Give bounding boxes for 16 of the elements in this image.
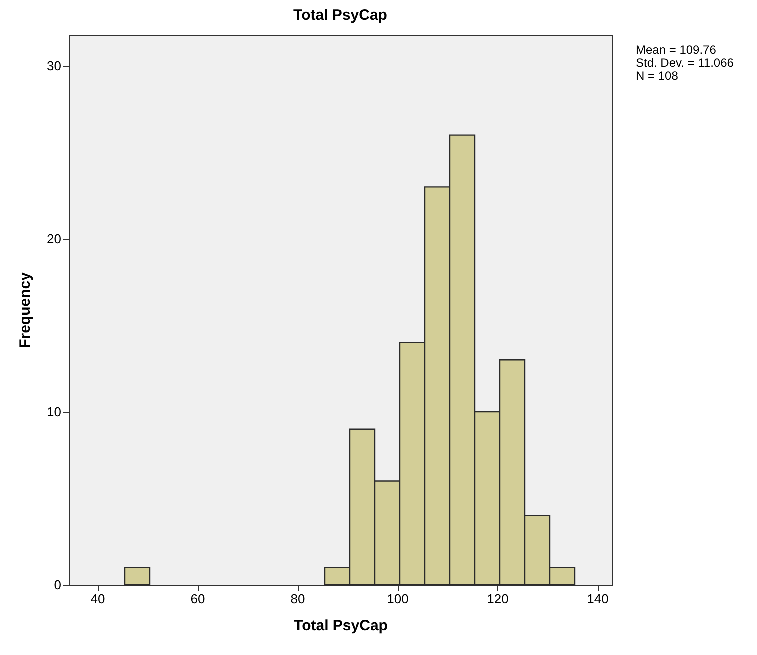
x-axis-title: Total PsyCap xyxy=(294,618,388,634)
y-tick-label: 20 xyxy=(47,232,62,247)
x-tick-label: 100 xyxy=(387,592,409,606)
y-tick-label: 0 xyxy=(54,578,62,592)
text: N = 108 xyxy=(636,69,679,83)
chart-title: Total PsyCap xyxy=(294,7,388,24)
text: Mean = 109.76 xyxy=(636,43,717,57)
x-tick-label: 140 xyxy=(587,592,609,606)
x-tick-label: 120 xyxy=(487,592,509,606)
x-tick-label: 80 xyxy=(290,592,306,606)
y-tick-label: 10 xyxy=(47,404,62,420)
y-axis-title: Frequency xyxy=(17,272,34,348)
x-tick-label: 60 xyxy=(190,592,206,606)
y-tick-label: 30 xyxy=(47,58,62,74)
x-tick-label: 40 xyxy=(90,592,106,606)
text: Std. Dev. = 11.066 xyxy=(636,56,734,70)
